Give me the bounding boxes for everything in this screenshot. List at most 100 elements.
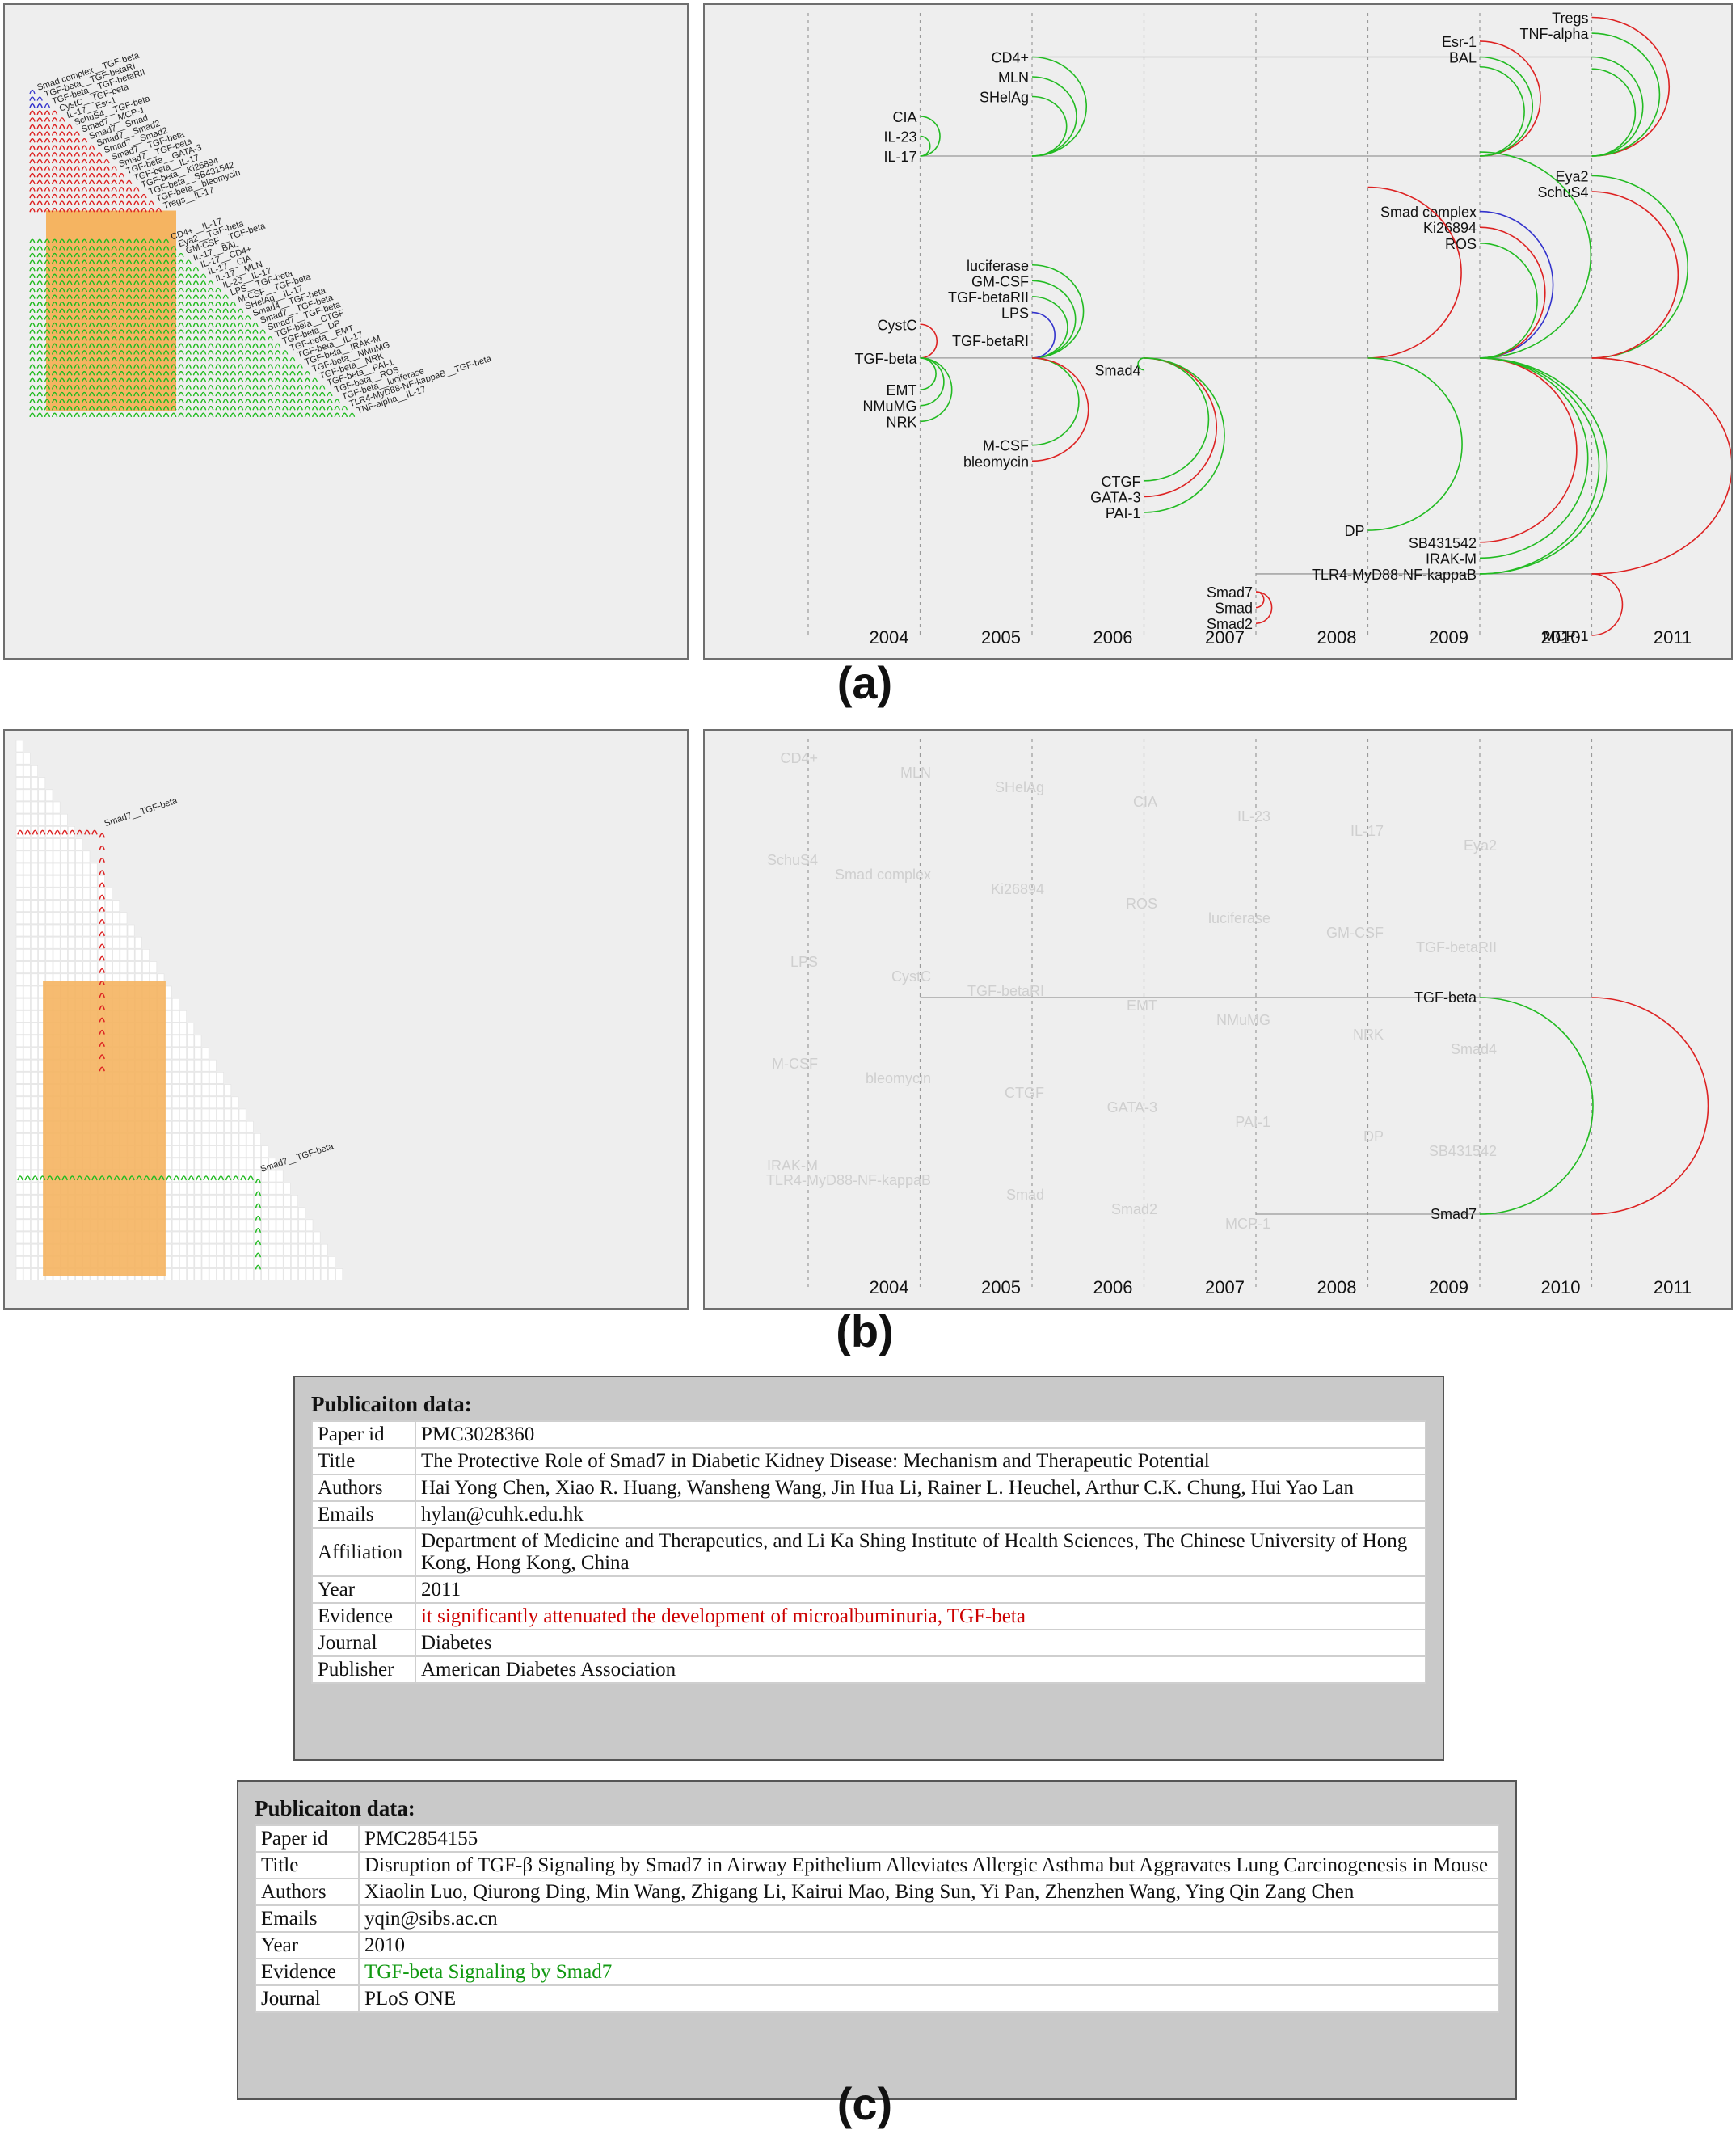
entity-label[interactable]: TNF-alpha	[1519, 26, 1589, 42]
entity-label[interactable]: Smad	[1215, 601, 1253, 617]
arc-panel-b[interactable]: 2004 2005 2006 2007 2008 2009 2010 2011 CD4+ MLN S…	[703, 729, 1733, 1310]
entity-label[interactable]: M-CSF	[983, 438, 1029, 454]
relation-arc[interactable]	[1144, 357, 1210, 482]
relation-arc[interactable]	[1031, 357, 1080, 446]
relation-arc[interactable]	[1479, 65, 1525, 157]
relation-arc[interactable]	[1591, 16, 1670, 157]
relation-arc[interactable]	[1591, 68, 1637, 157]
arc-panel-a[interactable]: 2004 2005 2006 2007 2008 2009 2010 2011 CD4+ MLN S…	[703, 3, 1733, 660]
relation-arc[interactable]	[1479, 357, 1589, 559]
entity-label[interactable]: TGF-betaRI	[952, 333, 1029, 349]
matrix-row[interactable]	[29, 377, 318, 418]
entity-label[interactable]: CIA	[892, 109, 916, 125]
relation-arc[interactable]	[1591, 175, 1688, 359]
relation-arc[interactable]	[1591, 32, 1661, 157]
relation-arc[interactable]	[1479, 357, 1608, 575]
relation-arc[interactable]	[1031, 95, 1068, 157]
label-b: (b)	[836, 1305, 894, 1356]
relation-arc[interactable]	[1591, 357, 1733, 575]
relation-arc[interactable]	[1479, 151, 1592, 359]
year-label: 2007	[1205, 627, 1245, 647]
relation-arc[interactable]	[1031, 357, 1089, 462]
entity-label[interactable]: CystC	[878, 317, 917, 333]
matrix-row[interactable]	[29, 391, 333, 418]
relation-arc[interactable]	[1137, 357, 1144, 371]
entity-label[interactable]: TGF-beta	[854, 351, 917, 367]
arc-a-svg[interactable]: 2004 2005 2006 2007 2008 2009 2010 2011 CD4+ MLN S…	[705, 5, 1733, 660]
relation-arc[interactable]	[1479, 997, 1594, 1215]
relation-arc[interactable]	[1031, 296, 1068, 359]
entity-label[interactable]: TGF-betaRII	[948, 289, 1029, 306]
entity-label[interactable]: NMuMG	[863, 399, 917, 415]
entity-label[interactable]: NRK	[886, 414, 916, 430]
relation-arc[interactable]	[1591, 573, 1624, 636]
entity-label[interactable]: PAI-1	[1106, 505, 1141, 521]
relation-arc[interactable]	[1479, 210, 1554, 359]
entity-label[interactable]: Eya2	[1555, 169, 1588, 185]
relation-arc[interactable]	[1255, 591, 1273, 624]
matrix-a-svg[interactable]: Smad complex__TGF-betaTGF-beta__TGF-beta…	[5, 5, 689, 660]
relation-arc[interactable]	[1031, 264, 1085, 359]
relation-arc[interactable]	[1367, 357, 1463, 531]
entity-label[interactable]: BAL	[1449, 50, 1477, 66]
relation-arc[interactable]	[1591, 997, 1709, 1215]
entity-label[interactable]: SHelAg	[980, 90, 1029, 106]
relation-arc[interactable]	[1479, 243, 1538, 359]
relation-arc[interactable]	[920, 357, 953, 423]
entity-label[interactable]: DP	[1344, 523, 1364, 539]
entity-label[interactable]: LPS	[1001, 306, 1029, 322]
entity-label[interactable]: CTGF	[1102, 474, 1141, 490]
relation-arc[interactable]	[920, 357, 945, 407]
entity-label[interactable]: Esr-1	[1442, 34, 1477, 50]
relation-arc[interactable]	[1031, 311, 1056, 359]
entity-label[interactable]: luciferase	[967, 258, 1029, 274]
matrix-panel-a[interactable]: Smad complex__TGF-beta TGF-beta__TGF-beta…	[3, 3, 689, 660]
entity-label[interactable]: EMT	[887, 382, 917, 399]
entity-label[interactable]: IL-23	[883, 129, 916, 146]
entity-label[interactable]: MCP-1	[1543, 628, 1588, 644]
entity-label[interactable]: SchuS4	[1537, 184, 1588, 200]
relation-arc[interactable]	[1367, 186, 1462, 359]
relation-arc[interactable]	[1591, 191, 1679, 359]
entity-label[interactable]: bleomycin	[963, 453, 1029, 470]
entity-label[interactable]: Tregs	[1552, 11, 1588, 27]
entity-label[interactable]: TLR4-MyD88-NF-kappaB	[1312, 567, 1477, 583]
row-value: Department of Medicine and Therapeutics,…	[415, 1527, 1426, 1577]
relation-arc[interactable]	[1031, 76, 1077, 157]
relation-arc[interactable]	[1144, 357, 1225, 513]
entity-label[interactable]: Smad4	[1094, 363, 1140, 379]
relation-arc[interactable]	[1479, 357, 1600, 575]
relation-arc[interactable]	[1479, 226, 1546, 359]
relation-arc[interactable]	[1031, 280, 1077, 359]
entity-label[interactable]: GATA-3	[1090, 489, 1140, 505]
entity-label[interactable]: IL-17	[883, 149, 916, 165]
relation-arc[interactable]	[920, 323, 938, 359]
entity-label[interactable]: Smad7	[1207, 584, 1253, 601]
relation-arc[interactable]	[1479, 40, 1541, 157]
entity-label[interactable]: CD4+	[991, 50, 1029, 66]
active-entity-label[interactable]: TGF-beta	[1414, 989, 1477, 1006]
matrix-b-svg[interactable]: Smad7__TGF-beta Smad7__TGF-beta	[5, 731, 689, 1310]
entity-label[interactable]: ROS	[1445, 236, 1477, 252]
publication-table-2: Paper id PMC2854155 Title Disruption of TGF…	[255, 1824, 1499, 2013]
relation-arc[interactable]	[1031, 56, 1087, 157]
matrix-row[interactable]	[29, 412, 356, 418]
matrix-panel-b[interactable]: Smad7__TGF-beta Smad7__TGF-beta	[3, 729, 689, 1310]
relation-arc[interactable]	[920, 116, 941, 157]
relation-arc[interactable]	[920, 135, 931, 157]
relation-arc[interactable]	[1591, 56, 1644, 157]
entity-label[interactable]: Ki26894	[1423, 220, 1477, 236]
entity-label[interactable]: MLN	[998, 70, 1029, 86]
entity-label[interactable]: IRAK-M	[1426, 550, 1477, 567]
entity-label[interactable]: GM-CSF	[971, 273, 1029, 289]
relation-arc[interactable]	[1144, 357, 1218, 498]
entity-label[interactable]: Smad2	[1207, 616, 1253, 632]
active-entity-label[interactable]: Smad7	[1431, 1206, 1477, 1222]
matrix-row[interactable]	[29, 96, 43, 418]
arc-b-svg[interactable]: 2004 2005 2006 2007 2008 2009 2010 2011 CD4+ MLN S…	[705, 731, 1733, 1310]
entity-label[interactable]: SB431542	[1409, 535, 1477, 551]
relation-arc[interactable]	[1479, 56, 1533, 157]
relation-arc[interactable]	[1255, 591, 1265, 609]
relation-arc[interactable]	[1479, 357, 1578, 543]
entity-label[interactable]: Smad complex	[1380, 205, 1477, 221]
